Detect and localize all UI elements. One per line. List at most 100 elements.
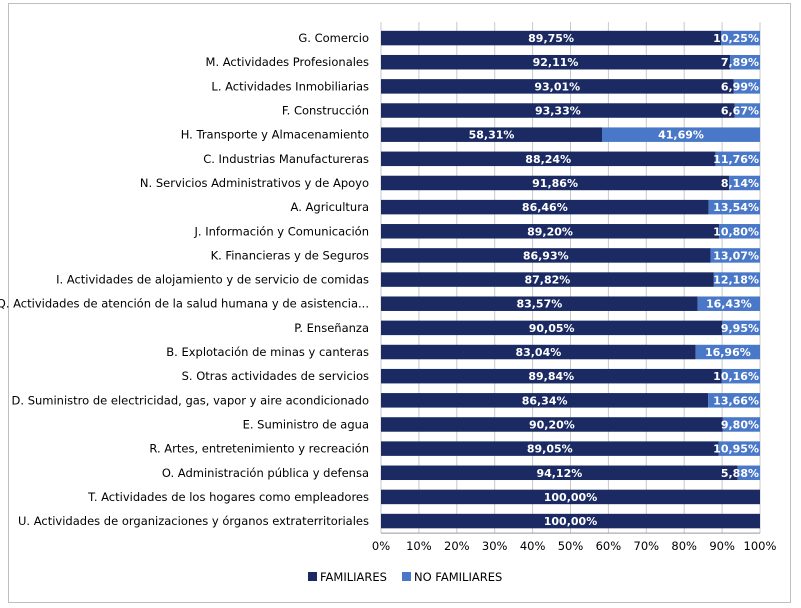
category-label: I. Actividades de alojamiento y de servi… — [56, 273, 369, 287]
bar-familiares — [381, 465, 738, 481]
data-label-no-familiares: 10,16% — [713, 370, 759, 383]
data-label-familiares: 90,05% — [529, 322, 575, 335]
data-label-familiares: 93,33% — [535, 105, 581, 118]
bar-no-familiares — [695, 344, 760, 360]
category-label: L. Actividades Inmobiliarias — [211, 79, 369, 93]
data-label-no-familiares: 13,07% — [713, 249, 759, 262]
data-label-no-familiares: 6,99% — [721, 80, 759, 93]
category-label: F. Construcción — [282, 104, 369, 118]
bar-familiares — [381, 344, 696, 360]
bar-no-familiares — [721, 30, 760, 46]
data-label-no-familiares: 7,89% — [721, 56, 759, 69]
x-tick-label: 30% — [482, 539, 508, 553]
category-label: N. Servicios Administrativos y de Apoyo — [140, 176, 369, 190]
bar-familiares — [381, 199, 709, 215]
bar-familiares — [381, 127, 602, 142]
bar-no-familiares — [719, 224, 760, 239]
category-label: D. Suministro de electricidad, gas, vapo… — [12, 393, 369, 407]
data-label-familiares: 83,04% — [515, 346, 561, 359]
category-label: J. Información y Comunicación — [194, 224, 369, 238]
bar-no-familiares — [708, 199, 760, 215]
bar-no-familiares — [722, 417, 760, 432]
data-label-familiares: 86,34% — [522, 394, 568, 407]
bar-no-familiares — [734, 103, 760, 118]
data-label-familiares: 90,20% — [529, 418, 575, 431]
x-tick-label: 10% — [406, 539, 432, 553]
legend-swatch — [308, 572, 317, 581]
data-label-familiares: 100,00% — [544, 515, 597, 528]
bar-familiares — [381, 272, 714, 287]
data-label-no-familiares: 11,76% — [713, 153, 759, 166]
x-tick-label: 60% — [596, 539, 622, 553]
category-label: O. Administración pública y defensa — [162, 466, 369, 480]
data-label-familiares: 89,75% — [528, 32, 574, 45]
bar-no-familiares — [715, 151, 760, 167]
data-label-familiares: 86,93% — [523, 249, 569, 262]
bar-no-familiares — [730, 54, 760, 70]
bar-no-familiares — [722, 320, 760, 336]
bar-no-familiares — [733, 79, 760, 94]
bar-no-familiares — [729, 175, 760, 191]
chart-frame — [8, 3, 791, 603]
data-label-no-familiares: 13,54% — [713, 201, 759, 214]
bar-no-familiares — [708, 393, 760, 408]
x-tick-label: 50% — [558, 539, 584, 553]
data-label-familiares: 88,24% — [525, 153, 571, 166]
data-label-no-familiares: 9,95% — [721, 322, 759, 335]
category-label: U. Actividades de organizaciones y órgan… — [18, 514, 369, 528]
x-tick-label: 70% — [634, 539, 660, 553]
category-label: M. Actividades Profesionales — [206, 55, 369, 69]
data-label-no-familiares: 9,80% — [721, 418, 759, 431]
bar-familiares — [381, 513, 760, 529]
data-label-familiares: 92,11% — [533, 56, 579, 69]
legend-swatch — [402, 572, 411, 581]
bar-familiares — [381, 417, 723, 432]
data-label-familiares: 94,12% — [536, 467, 582, 480]
bar-familiares — [381, 54, 731, 70]
category-label: G. Comercio — [298, 31, 369, 45]
x-tick-label: 40% — [520, 539, 546, 553]
legend-label: FAMILIARES — [320, 570, 387, 584]
bar-familiares — [381, 489, 760, 505]
category-label: E. Suministro de agua — [243, 417, 369, 431]
data-label-no-familiares: 10,25% — [713, 32, 759, 45]
bar-no-familiares — [721, 368, 760, 384]
category-label: R. Artes, entretenimiento y recreación — [149, 442, 369, 456]
bar-no-familiares — [710, 248, 760, 263]
x-tick-label: 20% — [444, 539, 470, 553]
category-label: H. Transporte y Almacenamiento — [181, 128, 369, 142]
bar-familiares — [381, 441, 719, 456]
category-label: K. Financieras y de Seguros — [211, 248, 369, 262]
data-label-familiares: 91,86% — [532, 177, 578, 190]
data-label-familiares: 89,20% — [527, 225, 573, 238]
bar-familiares — [381, 320, 723, 336]
bar-familiares — [381, 368, 722, 384]
bar-familiares — [381, 103, 735, 118]
data-label-familiares: 58,31% — [469, 129, 515, 142]
data-label-no-familiares: 41,69% — [658, 129, 704, 142]
bar-familiares — [381, 151, 716, 167]
bar-no-familiares — [737, 465, 760, 481]
data-label-no-familiares: 10,80% — [713, 225, 759, 238]
category-label: S. Otras actividades de servicios — [182, 369, 369, 383]
bar-no-familiares — [601, 127, 760, 142]
data-label-familiares: 87,82% — [525, 274, 571, 287]
category-label: Q. Actividades de atención de la salud h… — [0, 297, 369, 311]
data-label-no-familiares: 10,95% — [713, 443, 759, 456]
bar-familiares — [381, 175, 730, 191]
category-label: P. Enseñanza — [294, 321, 369, 335]
data-label-no-familiares: 6,67% — [721, 105, 759, 118]
data-label-familiares: 89,05% — [527, 443, 573, 456]
bar-no-familiares — [718, 441, 760, 456]
category-label: A. Agricultura — [291, 200, 369, 214]
x-tick-label: 80% — [671, 539, 697, 553]
data-label-familiares: 100,00% — [544, 491, 597, 504]
bar-familiares — [381, 296, 698, 311]
bar-familiares — [381, 79, 734, 94]
category-label: B. Explotación de minas y canteras — [166, 345, 369, 359]
x-tick-label: 0% — [372, 539, 390, 553]
category-label: C. Industrias Manufactureras — [203, 152, 369, 166]
data-label-no-familiares: 16,96% — [705, 346, 751, 359]
data-label-no-familiares: 5,88% — [721, 467, 759, 480]
data-label-no-familiares: 16,43% — [706, 298, 752, 311]
